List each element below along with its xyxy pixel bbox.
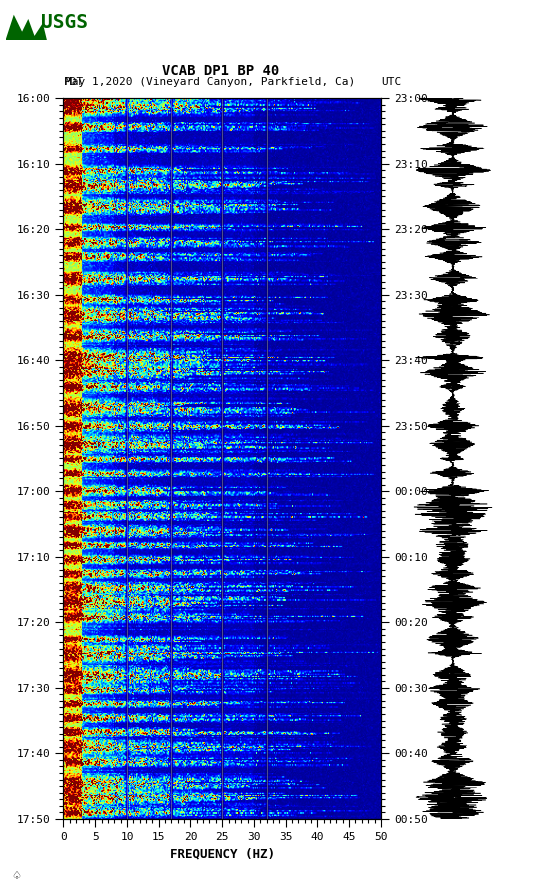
Text: VCAB DP1 BP 40: VCAB DP1 BP 40 xyxy=(162,64,279,78)
Polygon shape xyxy=(6,15,47,40)
Text: PDT: PDT xyxy=(63,78,84,87)
Text: ♤: ♤ xyxy=(11,871,21,881)
X-axis label: FREQUENCY (HZ): FREQUENCY (HZ) xyxy=(169,847,275,861)
Text: May 1,2020 (Vineyard Canyon, Parkfield, Ca): May 1,2020 (Vineyard Canyon, Parkfield, … xyxy=(65,78,355,87)
Text: UTC: UTC xyxy=(381,78,401,87)
Text: USGS: USGS xyxy=(41,12,88,32)
